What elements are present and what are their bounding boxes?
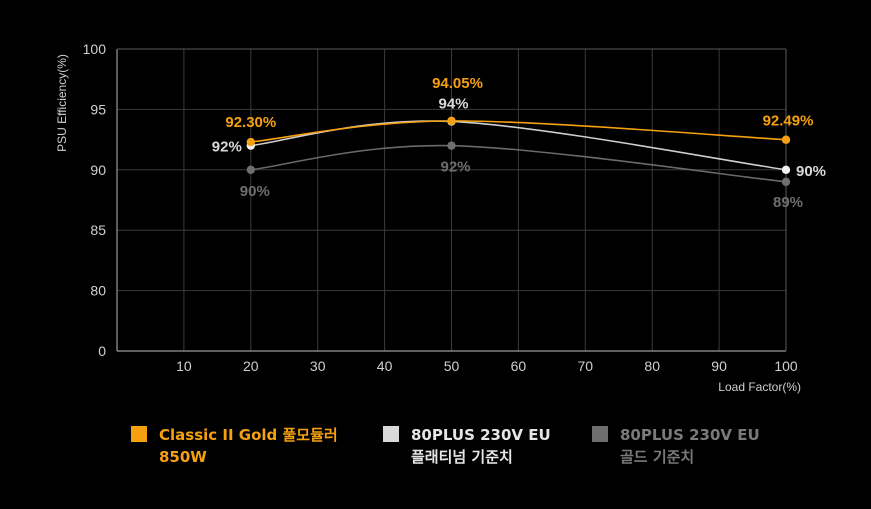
data-label: 94.05% [432, 75, 483, 92]
series-line [250, 144, 787, 183]
x-tick-label: 20 [243, 358, 259, 374]
efficiency-chart: 0 80 85 90 95 100 10 20 30 40 50 60 70 80 90 100 90% 92%… [55, 41, 826, 394]
data-point [781, 135, 791, 144]
series-line [250, 120, 787, 171]
data-point [447, 116, 456, 126]
legend-label-line-1: 80PLUS 230V EU [620, 426, 760, 444]
x-tick-label: 70 [578, 358, 594, 374]
x-tick-label: 10 [176, 358, 192, 374]
legend-label-line-1: 80PLUS 230V EU [411, 426, 551, 444]
x-axis-label: Load Factor(%) [718, 380, 801, 394]
legend-swatch-platinum [383, 426, 399, 442]
data-label: 90% [796, 163, 826, 180]
y-tick-label: 0 [98, 343, 106, 359]
x-tick-label: 100 [774, 358, 798, 374]
data-label: 94% [438, 95, 468, 112]
chart-grid [117, 48, 786, 351]
x-tick-label: 90 [711, 358, 727, 374]
data-label: 92.49% [763, 113, 814, 130]
data-point [246, 165, 255, 174]
legend-swatch-gold [592, 426, 608, 442]
legend-swatch-classic-gold [131, 426, 147, 442]
x-tick-label: 30 [310, 358, 326, 374]
legend-label-line-2: 골드 기준치 [620, 448, 695, 466]
y-tick-label: 85 [90, 222, 106, 238]
data-label: 92% [212, 139, 242, 156]
y-tick-label: 100 [83, 41, 107, 57]
data-point [781, 165, 791, 174]
x-tick-label: 60 [511, 358, 527, 374]
series-line [250, 120, 787, 143]
data-label: 89% [773, 194, 803, 211]
y-tick-label: 80 [90, 283, 106, 299]
y-axis-label: PSU Efficiency(%) [55, 54, 69, 152]
x-tick-label: 80 [644, 358, 660, 374]
legend-label-line-2: 플래티넘 기준치 [411, 448, 513, 466]
x-tick-label: 40 [377, 358, 393, 374]
data-point [246, 137, 255, 147]
data-label: 92.30% [225, 114, 276, 131]
legend-label-line-2: 850W [159, 448, 207, 466]
y-tick-label: 95 [90, 101, 106, 117]
data-label: 92% [440, 159, 470, 176]
y-tick-label: 90 [90, 162, 106, 178]
chart-series: 90% 92% 89% 92% 94% 90% 92.30% 94.05% 92.49% [212, 75, 826, 211]
data-point [447, 141, 456, 150]
legend-label-line-1: Classic II Gold 풀모듈러 [159, 426, 338, 444]
data-label: 90% [240, 183, 270, 200]
x-tick-label: 50 [444, 358, 460, 374]
chart-axes: 0 80 85 90 95 100 10 20 30 40 50 60 70 80 90 100 [83, 41, 798, 374]
data-point [781, 177, 791, 187]
